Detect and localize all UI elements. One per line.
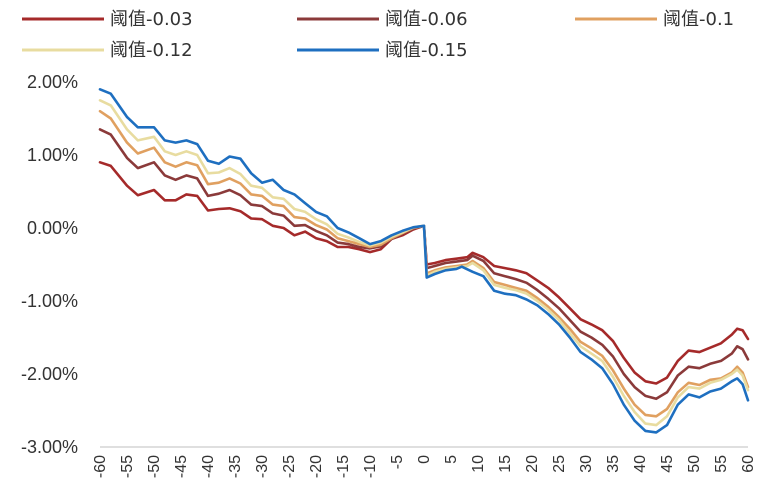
y-tick-label: 2.00% [27, 72, 78, 92]
x-tick-label: 0 [416, 455, 433, 464]
x-tick-label: -20 [308, 455, 325, 478]
x-tick-label: 55 [713, 455, 730, 473]
y-axis-tick-labels: 2.00% 1.00% 0.00% -1.00% -2.00% -3.00% [21, 72, 78, 457]
legend-item: 阈值-0.12 [22, 40, 193, 61]
x-tick-label: -50 [146, 455, 163, 478]
x-tick-label: 60 [740, 455, 757, 473]
series-line [98, 161, 750, 385]
x-tick-label: -35 [227, 455, 244, 478]
x-tick-label: -5 [389, 455, 406, 469]
x-tick-label: -30 [254, 455, 271, 478]
y-tick-label: 0.00% [27, 218, 78, 238]
x-tick-label: 20 [524, 455, 541, 473]
legend-item: 阈值-0.06 [297, 9, 468, 30]
x-tick-label: 25 [551, 455, 568, 473]
x-tick-label: -45 [173, 455, 190, 478]
x-tick-label: 45 [659, 455, 676, 473]
x-tick-label: -60 [92, 455, 109, 478]
legend-item: 阈值-0.1 [575, 9, 734, 30]
x-axis-tick-labels: -60 -55 -50 -45 -40 -35 -30 -25 -20 -15 -10 -5 0 5 10 1… [92, 455, 757, 478]
y-tick-label: 1.00% [27, 145, 78, 165]
x-tick-label: 5 [443, 455, 460, 464]
x-tick-label: 50 [686, 455, 703, 473]
legend-label: 阈值-0.06 [385, 9, 468, 30]
legend-label: 阈值-0.12 [110, 40, 193, 61]
legend-item: 阈值-0.15 [297, 40, 468, 61]
x-tick-label: 30 [578, 455, 595, 473]
x-tick-label: 10 [470, 455, 487, 473]
x-tick-label: 15 [497, 455, 514, 473]
x-tick-label: -10 [362, 455, 379, 478]
series-lines [98, 88, 750, 434]
series-line [98, 88, 750, 434]
series-line [98, 128, 750, 401]
y-tick-label: -1.00% [21, 291, 78, 311]
legend-label: 阈值-0.1 [663, 9, 734, 30]
legend-label: 阈值-0.15 [385, 40, 468, 61]
series-line [98, 99, 750, 427]
x-tick-label: -25 [281, 455, 298, 478]
legend-label: 阈值-0.03 [110, 9, 193, 30]
series-line [98, 109, 750, 418]
x-tick-label: -15 [335, 455, 352, 478]
x-tick-label: -55 [119, 455, 136, 478]
x-tick-label: -40 [200, 455, 217, 478]
y-tick-label: -3.00% [21, 437, 78, 457]
y-tick-label: -2.00% [21, 364, 78, 384]
x-tick-label: 35 [605, 455, 622, 473]
legend-item: 阈值-0.03 [22, 9, 193, 30]
x-tick-label: 40 [632, 455, 649, 473]
chart-legend: 阈值-0.03 阈值-0.06 阈值-0.1 阈值-0.12 阈值-0.15 [22, 9, 734, 61]
